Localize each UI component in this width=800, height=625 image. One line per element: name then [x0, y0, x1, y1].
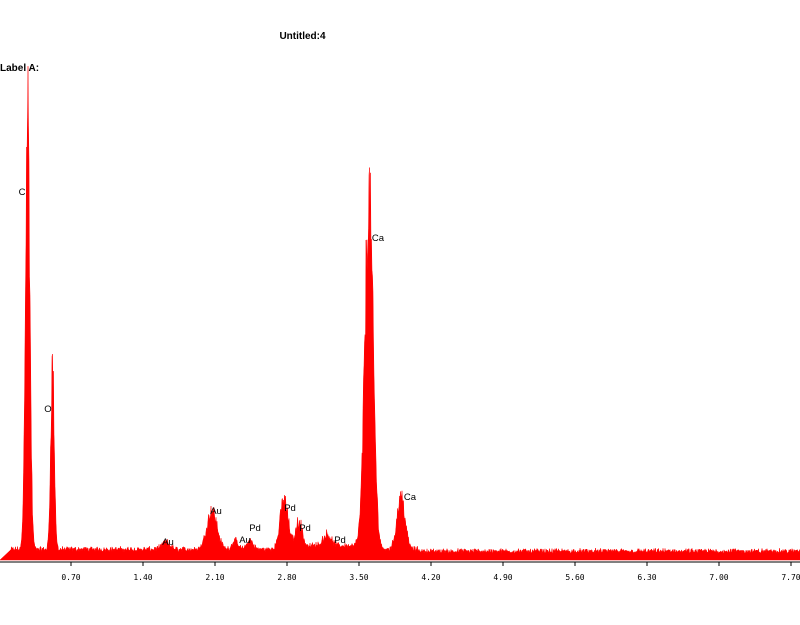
peak-label-pd: Pd — [249, 523, 261, 534]
peak-label-au: Au — [210, 506, 222, 517]
x-tick-label: 2.80 — [277, 573, 296, 582]
peak-label-pd: Pd — [299, 523, 311, 534]
label-a: Label A: — [0, 63, 40, 74]
x-tick-label: 4.20 — [421, 573, 440, 582]
peak-label-pd: Pd — [284, 503, 296, 514]
peak-label-au: Au — [162, 537, 174, 548]
x-tick-label: 4.90 — [493, 573, 512, 582]
x-tick-label: 0.70 — [61, 573, 80, 582]
spectrum-area — [0, 66, 800, 561]
x-tick-label: 6.30 — [637, 573, 656, 582]
x-tick-label: 5.60 — [565, 573, 584, 582]
peak-label-pd: Pd — [334, 535, 346, 546]
x-tick-label: 2.10 — [205, 573, 224, 582]
chart-title: Untitled:4 — [279, 31, 326, 42]
x-tick-label: 7.70 — [781, 573, 800, 582]
peak-label-o: O — [44, 404, 51, 415]
spectrum-series — [0, 66, 800, 561]
x-tick-label: 3.50 — [349, 573, 368, 582]
peak-label-ca: Ca — [372, 233, 385, 244]
peak-label-ca: Ca — [404, 492, 417, 503]
x-tick-label: 1.40 — [133, 573, 152, 582]
peak-label-c: C — [19, 187, 26, 198]
peak-label-au: Au — [239, 535, 251, 546]
x-tick-label: 7.00 — [709, 573, 728, 582]
x-axis: 0.70 1.40 2.10 2.80 3.50 4.20 4.90 5.60 6.30 7.00… — [0, 561, 800, 582]
